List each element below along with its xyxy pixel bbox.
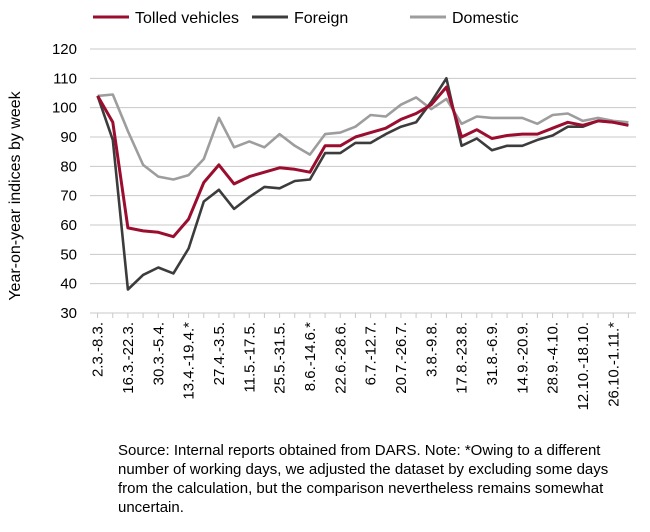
y-tick-label: 100 [52, 100, 77, 117]
series-line-tolled-vehicles [96, 85, 629, 239]
y-tick-label: 60 [60, 217, 77, 234]
y-tick-label: 90 [60, 129, 77, 146]
x-tick-label: 3.8.-9.8. [423, 322, 440, 377]
legend-label-tolled-vehicles: Tolled vehicles [135, 10, 239, 27]
x-tick-label: 30.3.-5.4. [150, 322, 167, 385]
x-axis: 2.3.-8.3. 16.3.-22.3. 30.3.-5.4. 13.4.-19.4… [90, 313, 629, 410]
y-tick-label: 110 [53, 70, 77, 87]
x-tick-label: 8.6.-14.6.* [302, 322, 319, 391]
legend-label-foreign: Foreign [294, 10, 348, 27]
y-axis: 30 40 50 60 70 80 90 100 110 120 [52, 41, 77, 322]
x-tick-label: 22.6.-28.6. [332, 322, 349, 394]
x-tick-label: 31.8.-6.9. [484, 322, 501, 385]
x-tick-label: 12.10.-18.10. [575, 322, 592, 410]
x-tick-label: 27.4.-3.5. [211, 322, 228, 385]
legend: Tolled vehicles Foreign Domestic [93, 10, 519, 27]
x-tick-label: 26.10.-1.11.* [605, 322, 622, 407]
y-tick-label: 70 [60, 188, 77, 205]
x-tick-label: 13.4.-19.4.* [181, 322, 198, 400]
x-tick-label: 25.5.-31.5. [272, 322, 289, 394]
x-tick-label: 14.9.-20.9. [514, 322, 531, 394]
y-tick-label: 50 [60, 246, 77, 263]
x-tick-label: 6.7.-12.7. [363, 322, 380, 385]
series-line-foreign [96, 77, 629, 291]
gridlines [90, 48, 636, 314]
y-tick-label: 120 [52, 41, 77, 58]
y-tick-label: 40 [60, 276, 77, 293]
legend-label-domestic: Domestic [452, 10, 519, 27]
series-line-domestic [97, 93, 629, 181]
y-tick-label: 80 [60, 158, 77, 175]
x-tick-label: 20.7.-26.7. [393, 322, 410, 394]
source-note: Source: Internal reports obtained from D… [118, 442, 609, 516]
x-tick-label: 2.3.-8.3. [90, 322, 107, 377]
x-tick-label: 28.9.-4.10. [545, 322, 562, 394]
x-tick-label: 11.5.-17.5. [241, 322, 258, 393]
y-tick-label: 30 [60, 305, 77, 322]
plot-area [96, 77, 629, 291]
x-tick-label: 16.3.-22.3. [120, 322, 137, 394]
y-axis-title: Year-on-year indices by week [7, 90, 24, 300]
x-tick-label: 17.8.-23.8. [454, 322, 471, 394]
